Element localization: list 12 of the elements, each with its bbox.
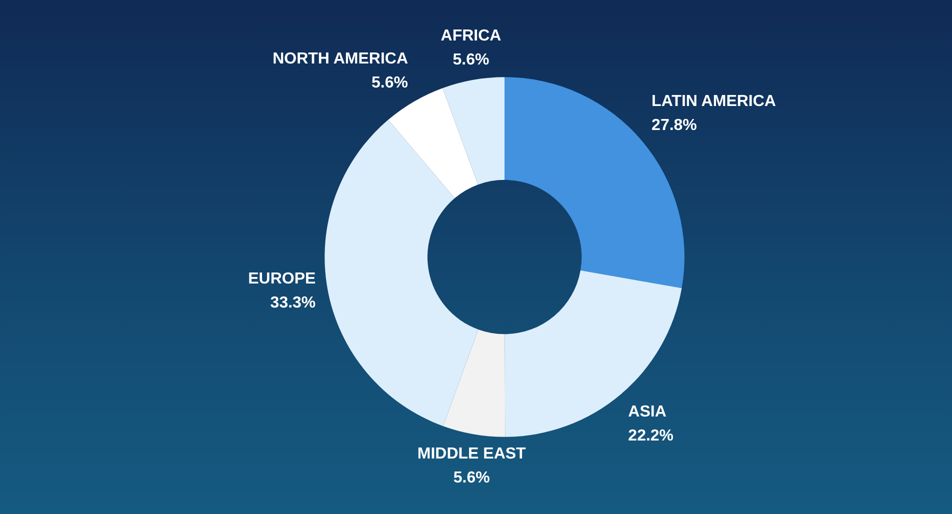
slice-label: MIDDLE EAST xyxy=(417,446,526,463)
data-label: 5.6% xyxy=(453,470,490,487)
data-label: 5.6% xyxy=(372,74,408,92)
slice-label: EUROPE xyxy=(248,270,316,288)
data-label: 27.8% xyxy=(652,117,697,134)
slice-label: AFRICA xyxy=(440,28,502,45)
data-label: 33.3% xyxy=(270,294,316,312)
data-label: 22.2% xyxy=(628,427,674,444)
slice-label: LATIN AMERICA xyxy=(652,93,776,110)
slice-label: ASIA xyxy=(628,403,667,420)
data-label: 5.6% xyxy=(452,52,490,69)
slice-label: NORTH AMERICA xyxy=(272,50,408,68)
